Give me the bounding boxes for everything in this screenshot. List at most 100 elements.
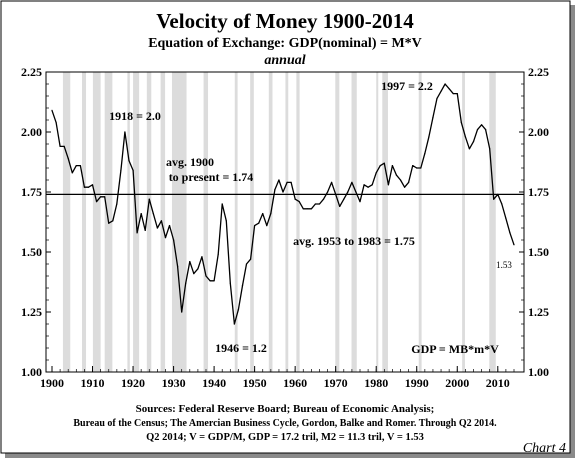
data-point [375,172,377,174]
data-point [412,165,414,167]
data-point [132,169,134,171]
recession-bar [160,72,166,372]
x-tick-label: 2010 [486,376,510,390]
data-point [95,201,98,203]
data-point [379,165,381,167]
data-point [310,208,312,210]
y-tick-label-left: 1.25 [21,305,42,319]
data-point [116,203,118,205]
y-tick-label-right: 1.25 [528,305,549,319]
x-tick-label: 1960 [283,376,307,390]
recession-bar [335,72,340,372]
data-point [112,220,114,222]
data-point [241,285,244,287]
axes: 1.00 1.00 1.25 1.25 1.50 1.50 1.75 1.75 2.00 2.00… [21,65,549,390]
data-point [408,181,410,183]
chart-subtitle: Equation of Exchange: GDP(nominal) = M*V [148,36,422,51]
data-point [55,121,57,123]
x-tick-label: 1950 [243,376,267,390]
plot-border [45,71,525,373]
data-point [233,323,235,325]
annotation-last-value: 1.53 [496,260,512,270]
data-point [262,213,264,215]
data-point [440,90,442,92]
data-point [403,186,406,188]
data-point [493,198,495,200]
data-point [156,227,158,229]
data-point [302,208,304,210]
recession-bar [62,72,71,372]
data-point [79,165,81,167]
data-point [298,201,300,203]
data-point [144,229,146,231]
data-point [359,201,361,203]
x-tick-label: 1940 [202,376,226,390]
x-tick-label: 1920 [121,376,145,390]
data-point [314,203,317,205]
data-point [456,93,458,95]
data-point [420,167,422,169]
data-point [322,198,325,200]
source-line-2: Bureau of the Census; The Amercian Busin… [73,418,497,429]
x-tick-label: 2000 [445,376,469,390]
data-point [168,225,171,227]
data-point [274,189,276,191]
data-point [209,280,211,282]
data-point [205,275,207,277]
recession-bar [146,72,152,372]
y-tick-label-left: 1.50 [21,245,42,259]
y-tick-label-right: 1.75 [528,185,549,199]
annotation-1918-peak: 1918 = 2.0 [109,109,161,123]
data-point [59,145,61,147]
source-line-3: Q2 2014; V = GDP/M, GDP = 17.2 tril, M2 … [146,432,424,443]
data-point [136,232,138,234]
data-point [436,97,438,99]
x-tick-label: 1970 [324,376,348,390]
data-point [290,181,292,183]
recession-bar [376,72,379,372]
data-point [201,256,203,258]
y-tick-label-left: 1.00 [21,365,42,379]
data-point [193,273,195,275]
data-point [152,213,154,215]
data-point [371,184,373,186]
data-point [444,83,446,85]
data-point [213,280,215,282]
data-point [476,129,479,131]
annotation-1997-peak: 1997 = 2.2 [381,79,433,93]
annotation-1946-low: 1946 = 1.2 [215,341,267,355]
data-point [172,239,175,241]
recession-bar [81,72,87,372]
data-point [367,186,369,188]
recession-bar [127,72,130,372]
data-point [294,198,296,200]
source-line-1: Sources: Federal Reserve Board; Bureau o… [136,403,435,415]
data-point [383,162,385,164]
data-point [229,282,231,284]
data-point [335,193,337,195]
recession-bar [489,72,496,372]
data-point [189,261,191,263]
data-point [339,205,341,207]
data-point [221,203,223,205]
data-point [185,282,187,284]
data-point [464,136,466,138]
y-tick-label-right: 2.00 [528,125,549,139]
data-point [51,109,53,111]
recession-bar [234,72,238,372]
recession-bar [285,72,289,372]
annotation-avg-1953-1983: avg. 1953 to 1983 = 1.75 [293,234,415,248]
y-tick-label-right: 1.50 [528,245,549,259]
y-tick-label-left: 2.25 [21,65,42,79]
data-point [460,121,462,123]
data-point [87,186,90,188]
annotation-avg-line-2: to present = 1.74 [169,170,254,184]
recession-bar [250,72,254,372]
data-point [270,213,272,215]
data-point [416,167,418,169]
data-point [432,117,434,119]
annotation-avg-line-1: avg. 1900 [166,155,214,169]
data-point [254,225,256,227]
